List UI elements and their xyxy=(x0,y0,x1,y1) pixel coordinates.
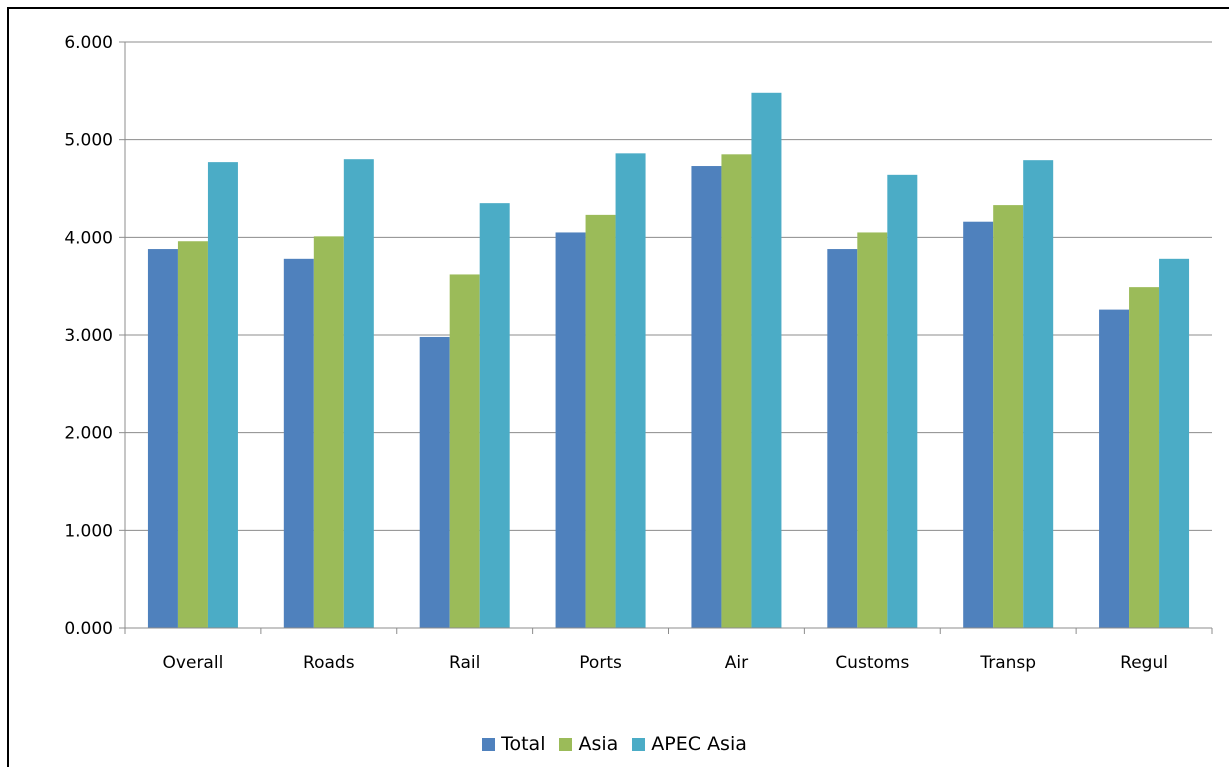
bar-apec-asia-overall xyxy=(207,162,238,628)
legend-label-asia: Asia xyxy=(578,733,619,755)
x-tick-label-overall: Overall xyxy=(163,653,224,673)
y-tick-label: 4.000 xyxy=(64,228,113,248)
bar-apec-asia-air xyxy=(751,92,782,628)
legend-swatch-asia xyxy=(559,737,573,751)
legend-item-total: Total xyxy=(482,733,545,755)
y-tick-label: 1.000 xyxy=(64,521,113,541)
bar-apec-asia-regul xyxy=(1159,258,1190,628)
y-tick-label: 2.000 xyxy=(64,424,113,444)
x-axis-ticks: Overall Roads Rail Ports Air Customs Transp Reg… xyxy=(163,653,1168,673)
y-tick-label: 3.000 xyxy=(64,326,113,346)
legend-label-total: Total xyxy=(501,733,546,755)
bar-total-roads xyxy=(283,258,314,628)
y-axis-ticks: 0.000 1.000 2.000 3.000 4.000 5.000 6.000 xyxy=(64,33,113,639)
bar-total-air xyxy=(691,166,722,628)
bar-apec-asia-ports xyxy=(615,153,646,628)
bar-total-overall xyxy=(147,249,178,628)
bar-apec-asia-roads xyxy=(343,159,374,628)
chart-frame xyxy=(7,7,1229,767)
bar-asia-transp xyxy=(993,205,1024,628)
x-tick-label-ports: Ports xyxy=(579,653,622,673)
x-axis xyxy=(124,42,1213,634)
bar-apec-asia-rail xyxy=(479,203,510,628)
legend: Total Asia APEC Asia xyxy=(0,730,1229,758)
bars xyxy=(147,92,1190,629)
legend-item-asia: Asia xyxy=(559,733,618,755)
bar-asia-rail xyxy=(449,274,480,628)
x-tick-label-roads: Roads xyxy=(303,653,355,673)
bar-asia-regul xyxy=(1129,287,1160,628)
x-tick-label-air: Air xyxy=(725,653,748,673)
bar-asia-customs xyxy=(857,232,888,628)
bar-total-transp xyxy=(963,221,994,628)
bar-total-regul xyxy=(1099,309,1130,628)
bar-total-rail xyxy=(419,336,450,628)
bar-asia-overall xyxy=(177,241,208,629)
bar-apec-asia-customs xyxy=(887,174,918,628)
x-tick-label-regul: Regul xyxy=(1120,653,1168,673)
bar-chart: 0.000 1.000 2.000 3.000 4.000 5.000 6.000 Over… xyxy=(64,33,1213,673)
x-tick-label-customs: Customs xyxy=(835,653,909,673)
bar-apec-asia-transp xyxy=(1023,160,1054,628)
x-tick-label-transp: Transp xyxy=(979,653,1036,673)
y-tick-label: 6.000 xyxy=(64,33,113,53)
bar-total-customs xyxy=(827,249,858,628)
y-tick-label: 0.000 xyxy=(64,619,113,639)
legend-item-apec-asia: APEC Asia xyxy=(632,733,747,755)
legend-swatch-total xyxy=(482,737,496,751)
y-tick-label: 5.000 xyxy=(64,131,113,151)
bar-asia-roads xyxy=(313,236,344,628)
bar-total-ports xyxy=(555,232,586,628)
legend-label-apec-asia: APEC Asia xyxy=(651,733,747,755)
bar-asia-air xyxy=(721,154,752,629)
bar-asia-ports xyxy=(585,214,616,628)
x-tick-label-rail: Rail xyxy=(449,653,480,673)
legend-swatch-apec-asia xyxy=(632,737,646,751)
